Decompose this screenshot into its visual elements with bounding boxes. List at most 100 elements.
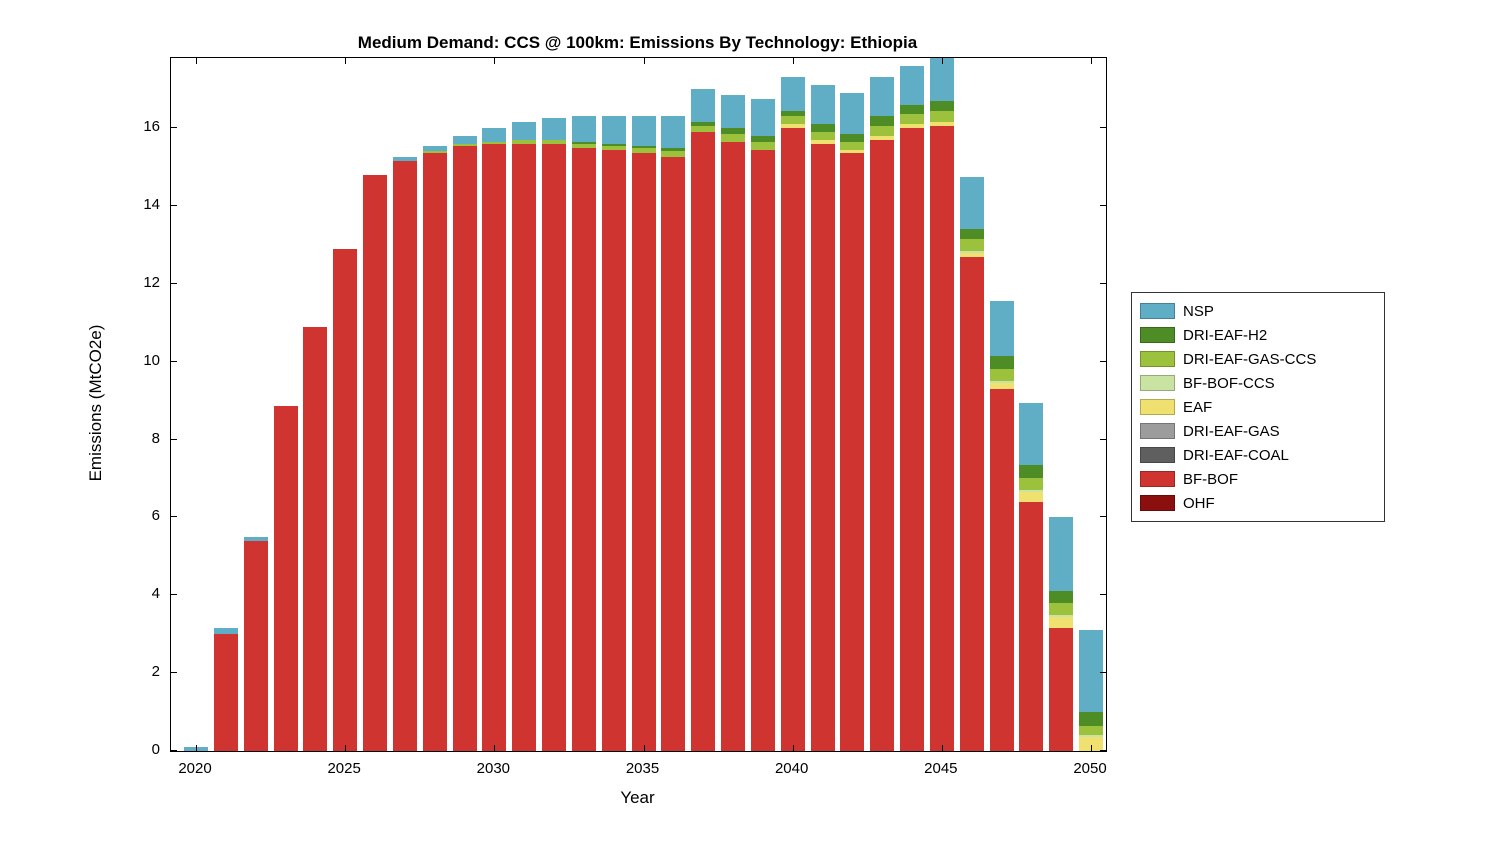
bar-segment-EAF-2042 xyxy=(840,149,865,154)
bar-segment-DRI-EAF-H2-2047 xyxy=(989,355,1014,370)
bar-segment-BF-BOF-2034 xyxy=(601,149,626,751)
bar-segment-NSP-2049 xyxy=(1049,517,1074,592)
bar-segment-DRI-EAF-H2-2040 xyxy=(780,110,805,117)
x-tick-mark xyxy=(941,58,943,64)
bar-segment-BF-BOF-CCS-2048 xyxy=(1019,490,1044,493)
y-tick-mark xyxy=(1100,282,1106,284)
bar-segment-BF-BOF-2046 xyxy=(959,256,984,751)
x-tick-mark xyxy=(941,745,943,751)
bar-segment-DRI-EAF-GAS-CCS-2049 xyxy=(1049,603,1074,615)
bar-segment-DRI-EAF-H2-2042 xyxy=(840,133,865,142)
bar-segment-EAF-2043 xyxy=(870,135,895,140)
x-tick-mark xyxy=(345,745,347,751)
bar-segment-BF-BOF-2037 xyxy=(691,131,716,751)
bar-segment-DRI-EAF-GAS-CCS-2042 xyxy=(840,141,865,150)
bar-segment-BF-BOF-2023 xyxy=(273,406,298,751)
y-tick-mark xyxy=(171,438,177,440)
bar-segment-BF-BOF-2030 xyxy=(482,143,507,751)
bar-segment-DRI-EAF-GAS-CCS-2047 xyxy=(989,369,1014,382)
bar-segment-NSP-2036 xyxy=(661,116,686,148)
legend-label-DRI-EAF-COAL: DRI-EAF-COAL xyxy=(1183,446,1289,464)
bar-segment-NSP-2046 xyxy=(959,176,984,230)
bar-segment-EAF-2041 xyxy=(810,139,835,144)
legend-swatch-DRI-EAF-GAS xyxy=(1140,423,1175,439)
y-tick-mark xyxy=(171,360,177,362)
bar-segment-BF-BOF-2029 xyxy=(452,145,477,751)
x-tick-label-2025: 2025 xyxy=(327,760,361,777)
x-tick-label-2040: 2040 xyxy=(774,760,809,777)
legend-item-EAF: EAF xyxy=(1140,395,1384,419)
bar-segment-NSP-2032 xyxy=(542,118,566,140)
x-tick-mark xyxy=(494,745,496,751)
x-tick-mark xyxy=(494,58,496,64)
bar-segment-DRI-EAF-GAS-CCS-2028 xyxy=(422,151,447,154)
bar-segment-DRI-EAF-GAS-CCS-2038 xyxy=(721,133,745,142)
bar-segment-NSP-2031 xyxy=(512,122,537,140)
bar-segment-BF-BOF-2048 xyxy=(1019,501,1044,751)
y-tick-label-4: 4 xyxy=(151,585,160,603)
y-tick-mark xyxy=(1100,204,1106,206)
bar-segment-NSP-2047 xyxy=(989,301,1014,356)
x-tick-mark xyxy=(643,58,645,64)
bar-segment-NSP-2028 xyxy=(422,145,447,152)
bar-segment-BF-BOF-2038 xyxy=(721,141,745,751)
y-tick-mark xyxy=(171,282,177,284)
x-tick-label-2020: 2020 xyxy=(178,760,212,777)
legend-label-BF-BOF: BF-BOF xyxy=(1183,470,1238,488)
y-tick-label-12: 12 xyxy=(143,273,160,291)
bar-segment-EAF-2040 xyxy=(780,124,805,129)
bar-segment-EAF-2044 xyxy=(900,124,924,129)
bar-segment-DRI-EAF-H2-2043 xyxy=(870,116,895,127)
y-tick-label-6: 6 xyxy=(151,507,160,525)
y-tick-label-2: 2 xyxy=(151,663,160,681)
y-tick-mark xyxy=(171,672,177,674)
y-tick-mark xyxy=(1100,750,1106,751)
legend-item-BF-BOF-CCS: BF-BOF-CCS xyxy=(1140,371,1384,395)
bar-segment-NSP-2039 xyxy=(750,98,775,136)
bar-segment-DRI-EAF-H2-2038 xyxy=(721,128,745,134)
legend-label-EAF: EAF xyxy=(1183,398,1213,416)
bar-segment-BF-BOF-CCS-2046 xyxy=(959,250,984,253)
y-tick-mark xyxy=(1100,672,1106,674)
y-tick-mark xyxy=(171,750,177,751)
bar-segment-DRI-EAF-GAS-CCS-2043 xyxy=(870,126,895,136)
bar-segment-DRI-EAF-H2-2044 xyxy=(900,104,924,115)
bar-segment-NSP-2043 xyxy=(870,77,895,117)
x-tick-mark xyxy=(196,745,197,751)
x-tick-label-2030: 2030 xyxy=(476,760,511,777)
bar-segment-NSP-2027 xyxy=(392,157,417,162)
bar-segment-BF-BOF-2031 xyxy=(512,143,537,751)
legend-item-NSP: NSP xyxy=(1140,299,1384,323)
bar-segment-DRI-EAF-H2-2039 xyxy=(750,135,775,142)
bar-segment-BF-BOF-2041 xyxy=(810,143,835,751)
bar-segment-DRI-EAF-H2-2048 xyxy=(1019,464,1044,479)
bar-segment-NSP-2044 xyxy=(900,65,924,105)
x-tick-mark xyxy=(643,745,645,751)
bar-segment-EAF-2048 xyxy=(1019,492,1044,502)
legend-item-DRI-EAF-H2: DRI-EAF-H2 xyxy=(1140,323,1384,347)
legend-swatch-NSP xyxy=(1140,303,1175,319)
bar-segment-BF-BOF-2026 xyxy=(363,174,387,751)
x-tick-mark xyxy=(1091,745,1092,751)
bar-segment-DRI-EAF-GAS-CCS-2033 xyxy=(571,143,596,148)
bar-segment-BF-BOF-2035 xyxy=(631,153,656,751)
bar-segment-EAF-2049 xyxy=(1049,616,1074,629)
bar-segment-NSP-2050 xyxy=(1079,630,1103,713)
bar-segment-NSP-2037 xyxy=(691,89,716,123)
bar-segment-NSP-2035 xyxy=(631,116,656,146)
bar-segment-BF-BOF-2049 xyxy=(1049,628,1074,751)
y-tick-mark xyxy=(1100,438,1106,440)
y-axis-label: Emissions (MtCO2e) xyxy=(86,324,105,482)
bar-segment-BF-BOF-2024 xyxy=(303,326,328,751)
y-tick-mark xyxy=(1100,594,1106,596)
y-tick-mark xyxy=(171,204,177,206)
bar-segment-NSP-2029 xyxy=(452,135,477,144)
bar-segment-BF-BOF-2045 xyxy=(929,126,954,751)
legend-item-BF-BOF: BF-BOF xyxy=(1140,467,1384,491)
x-tick-mark xyxy=(196,58,197,64)
y-tick-label-14: 14 xyxy=(143,195,160,213)
bar-segment-DRI-EAF-H2-2034 xyxy=(601,143,626,146)
bar-segment-NSP-2048 xyxy=(1019,402,1044,465)
bar-segment-BF-BOF-2021 xyxy=(213,634,238,751)
bar-segment-NSP-2021 xyxy=(213,628,238,635)
